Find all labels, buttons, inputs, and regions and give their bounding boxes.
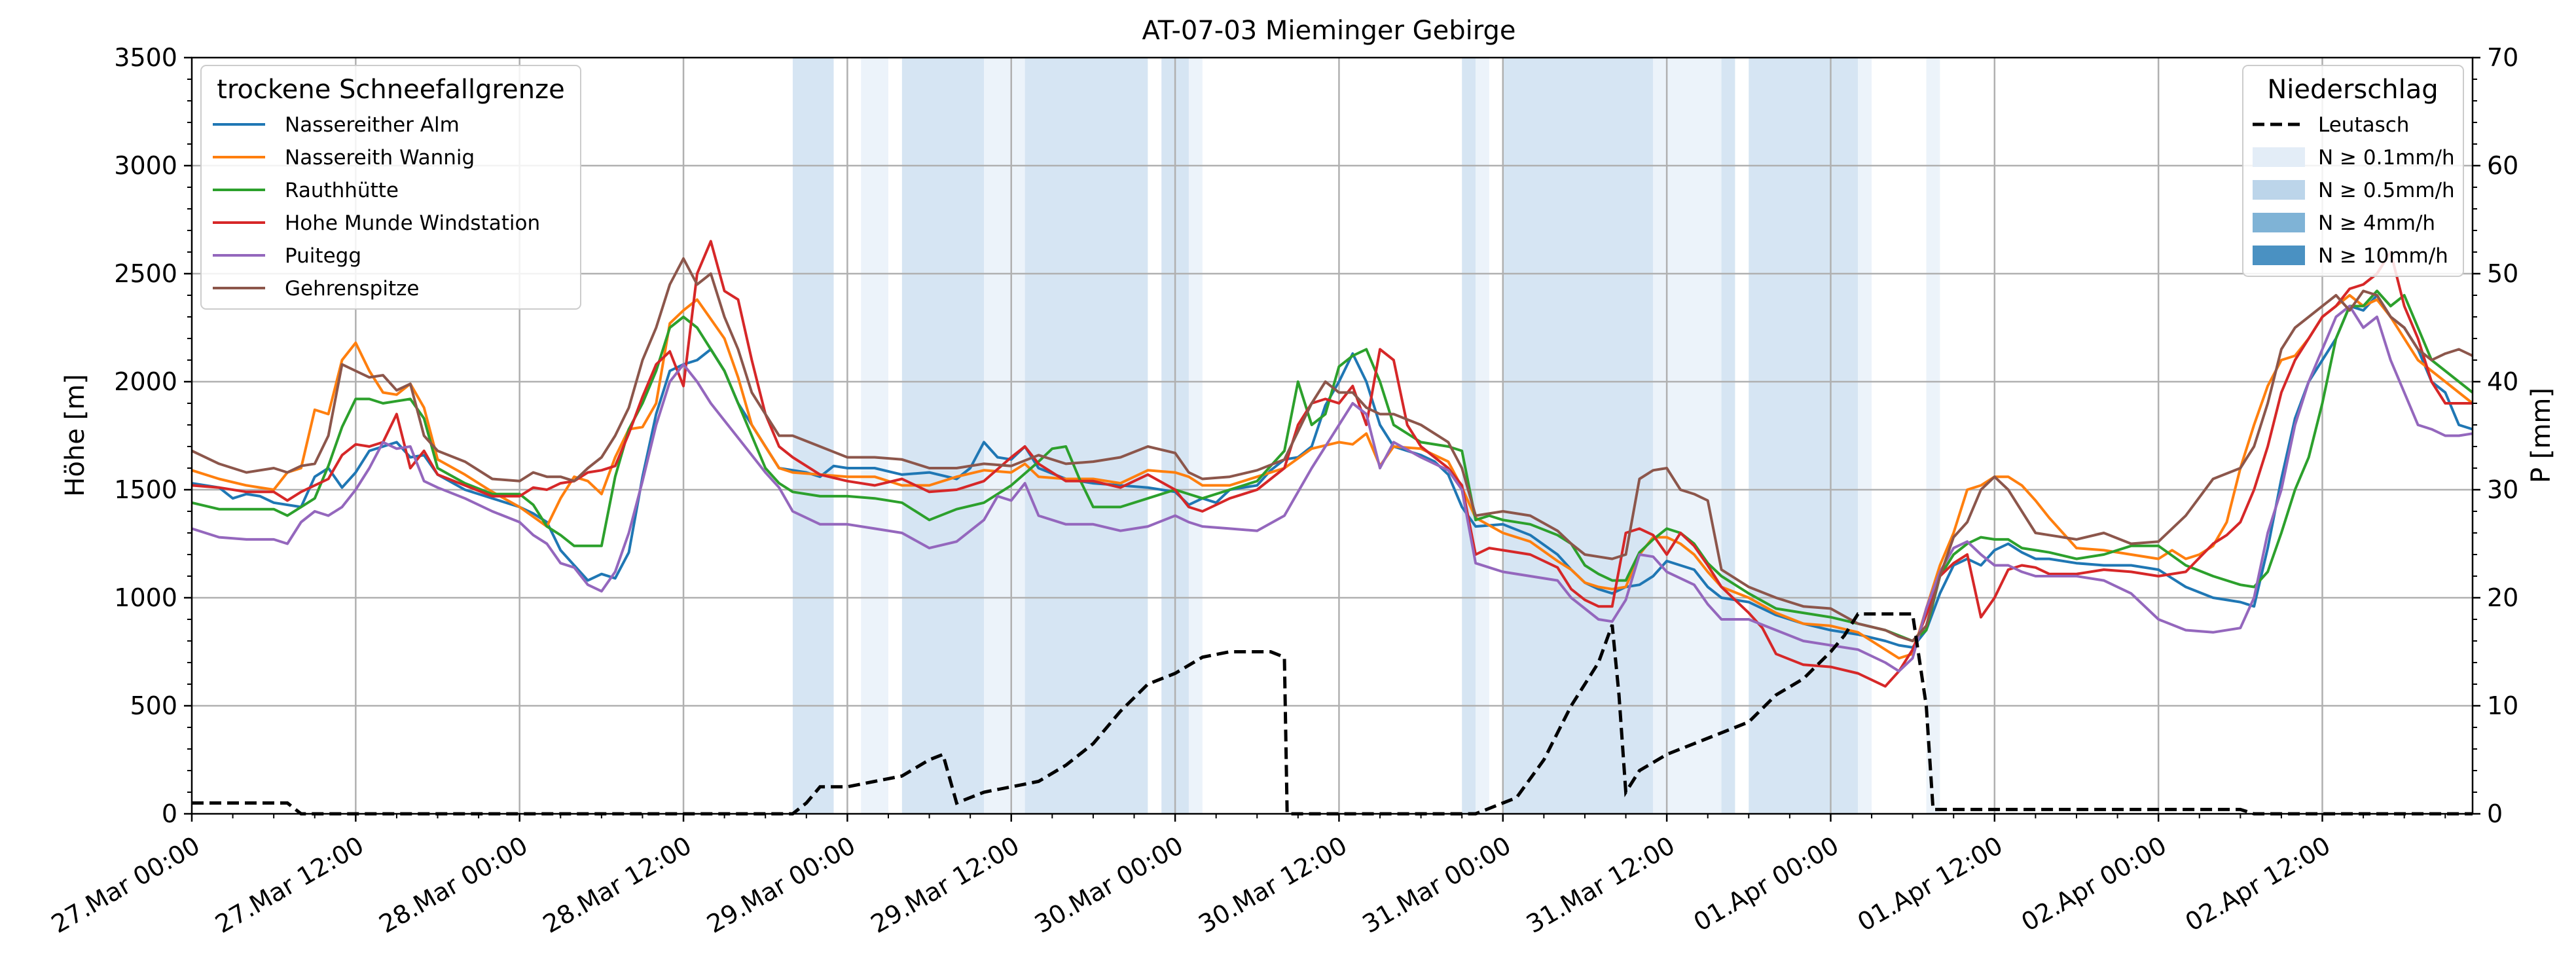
legend-swatch-2 (2253, 180, 2305, 200)
x-axis-ticks: 27.Mar 00:00 27.Mar 12:00 28.Mar 00:00 28.M… (46, 814, 2446, 939)
precip-band-2 (901, 58, 985, 814)
series-line-puitegg (191, 304, 2473, 673)
legend-snowline: trockene Schneefallgrenze Nassereither A… (200, 65, 581, 310)
series-line-leutasch (192, 612, 2473, 816)
legend-label-1: N ≥ 0.1mm/h (2318, 146, 2455, 170)
legend-label-4: N ≥ 10mm/h (2318, 244, 2448, 268)
x-tick-label-8: 31.Mar 00:00 (1358, 831, 1516, 939)
legend-precipitation-title: Niederschlag (2267, 75, 2438, 105)
legend-label-nassereith-wannig: Nassereith Wannig (285, 146, 475, 170)
legend-snowline-title: trockene Schneefallgrenze (217, 75, 564, 105)
plot-frame (190, 56, 2474, 815)
precip-band-9 (1502, 58, 1654, 814)
legend-precipitation: Niederschlag Leutasch N ≥ 0.1mm/h N ≥ 0.5m… (2242, 65, 2464, 277)
y-tick-label-5: 2500 (114, 259, 177, 288)
x-tick-label-2: 28.Mar 00:00 (374, 831, 533, 939)
x-tick-label-4: 29.Mar 00:00 (702, 831, 860, 939)
precip-band-8 (1476, 58, 1489, 814)
legend-label-puitegg: Puitegg (285, 244, 361, 268)
y-tick-label-6: 3000 (114, 151, 177, 180)
precip-band-4 (1025, 58, 1148, 814)
precip-band-12 (1721, 58, 1735, 814)
y2-axis-ticks: 0 10 20 30 40 50 60 70 (2473, 43, 2518, 828)
y-tick-label-7: 3500 (114, 43, 177, 72)
x-tick-label-1: 27.Mar 12:00 (210, 831, 369, 939)
y2-tick-label-6: 60 (2487, 151, 2518, 180)
series-line-gehrenspitze (191, 257, 2473, 642)
precip-band-14 (1858, 58, 1872, 814)
precip-band-13 (1749, 58, 1859, 814)
legend-label-2: N ≥ 0.5mm/h (2318, 179, 2455, 202)
precip-band-11 (1680, 58, 1722, 814)
y-tick-label-1: 500 (130, 691, 177, 720)
y2-axis-title: P [mm] (2526, 388, 2556, 483)
y-axis-title: Höhe [m] (60, 374, 90, 496)
legend-label-gehrenspitze: Gehrenspitze (285, 277, 419, 301)
precip-band-1 (861, 58, 888, 814)
precip-band-0 (792, 58, 834, 814)
series-line-nassereith-wannig (191, 294, 2474, 660)
y-tick-label-3: 1500 (114, 475, 177, 504)
y2-tick-label-0: 0 (2487, 799, 2503, 828)
series-line-nassereither-alm (191, 294, 2473, 649)
precip-band-15 (1926, 58, 1940, 814)
x-tick-label-9: 31.Mar 12:00 (1521, 831, 1680, 939)
precip-band-7 (1462, 58, 1476, 814)
legend-snowline-frame (200, 65, 581, 310)
y-tick-label-4: 2000 (114, 367, 177, 396)
legend-label-nassereither-alm: Nassereither Alm (285, 113, 460, 137)
legend-swatch-3 (2253, 213, 2305, 232)
legend-label-0: Leutasch (2318, 113, 2409, 137)
y2-tick-label-7: 70 (2487, 43, 2518, 72)
x-tick-label-3: 28.Mar 12:00 (538, 831, 697, 939)
x-tick-label-0: 27.Mar 00:00 (46, 831, 205, 939)
x-tick-label-7: 30.Mar 12:00 (1193, 831, 1352, 939)
legend-swatch-4 (2253, 246, 2305, 265)
series-line-hohe-munde-windstation (191, 240, 2473, 688)
legend-label-3: N ≥ 4mm/h (2318, 211, 2435, 235)
y2-tick-label-4: 40 (2487, 367, 2518, 396)
legend-label-rauthh-tte: Rauthhütte (285, 179, 399, 202)
y2-tick-label-2: 20 (2487, 583, 2518, 612)
precip-band-3 (984, 58, 1025, 814)
y2-tick-label-1: 10 (2487, 691, 2518, 720)
precipitation-series (192, 612, 2473, 816)
series-line-rauthh-tte (191, 289, 2474, 642)
x-tick-label-6: 30.Mar 00:00 (1030, 831, 1188, 939)
x-tick-label-10: 01.Apr 00:00 (1689, 831, 1844, 937)
y-axis-ticks: 0 500 1000 1500 2000 2500 3000 3500 (114, 43, 192, 828)
x-tick-label-13: 02.Apr 12:00 (2181, 831, 2336, 937)
x-tick-label-12: 02.Apr 00:00 (2016, 831, 2171, 937)
legend-swatch-1 (2253, 147, 2305, 167)
precip-band-6 (1188, 58, 1203, 814)
legend-label-hohe-munde-windstation: Hohe Munde Windstation (285, 211, 540, 235)
snowline-series (191, 240, 2474, 688)
chart-title: AT-07-03 Mieminger Gebirge (1142, 16, 1515, 46)
x-tick-label-11: 01.Apr 12:00 (1853, 831, 2008, 937)
y-tick-label-0: 0 (162, 799, 177, 828)
x-tick-label-5: 29.Mar 12:00 (866, 831, 1025, 939)
y-tick-label-2: 1000 (114, 583, 177, 612)
y2-tick-label-5: 50 (2487, 259, 2518, 288)
y2-tick-label-3: 30 (2487, 475, 2518, 504)
